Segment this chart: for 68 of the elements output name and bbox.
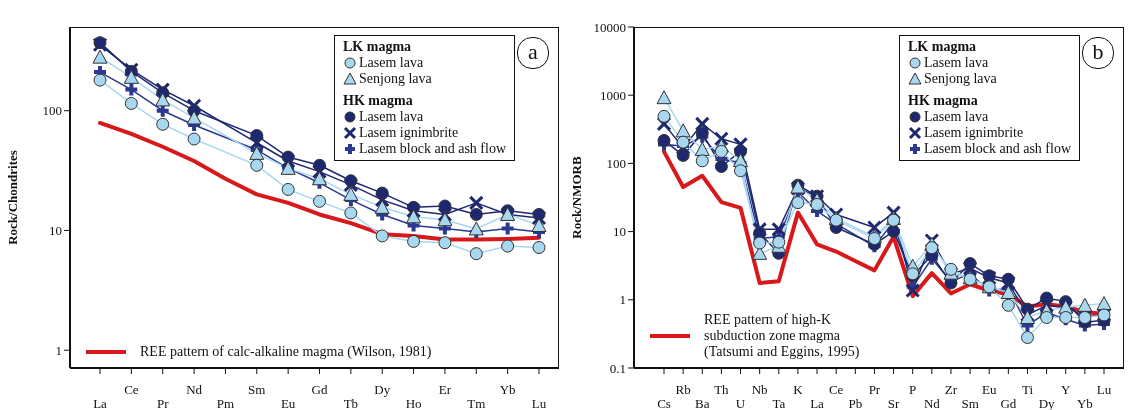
- x-tick-label: Ti: [1021, 381, 1034, 397]
- x-tick-label: Zr: [944, 381, 958, 397]
- x-tick-label: Tm: [467, 395, 486, 410]
- x-tick-label: La: [93, 395, 108, 410]
- x-tick-label: Y: [1061, 381, 1072, 397]
- annotation: HK magma: [908, 93, 979, 109]
- x-tick-label: Gd: [1000, 395, 1017, 410]
- x-tick-label: Ce: [124, 381, 139, 397]
- x-tick-label: Nd: [923, 395, 941, 410]
- legend-label: Lasem ignimbrite: [924, 125, 1024, 141]
- y-tick-label: 100: [42, 103, 62, 119]
- y-tick-label: 1: [619, 292, 626, 308]
- x-tick-label: Nb: [751, 381, 768, 397]
- y-tick-label: 10: [613, 224, 626, 240]
- x-tick-label: P: [909, 381, 917, 397]
- x-tick-label: U: [735, 395, 746, 410]
- annotation: a: [517, 37, 549, 69]
- y-tick-label: 10000: [593, 19, 626, 35]
- x-tick-label: Sm: [248, 381, 266, 397]
- x-tick-label: Rb: [675, 381, 691, 397]
- x-tick-label: Dy: [1038, 395, 1056, 410]
- annotation: REE pattern of calc-alkaline magma (Wilson, 1981): [140, 344, 432, 360]
- x-tick-label: K: [793, 381, 804, 397]
- x-tick-label: Pm: [216, 395, 235, 410]
- legend-label: Lasem ignimbrite: [359, 125, 459, 141]
- x-tick-label: Pr: [868, 381, 881, 397]
- legend-title: LK magma: [343, 39, 413, 55]
- y-tick-label: 1: [55, 342, 62, 358]
- x-tick-label: Ho: [405, 395, 422, 410]
- y-tick-label: 1000: [600, 87, 626, 103]
- x-tick-label: Gd: [311, 381, 328, 397]
- x-tick-label: Dy: [374, 381, 391, 397]
- legend-label: Lasem lava: [924, 55, 989, 71]
- x-tick-label: Lu: [531, 395, 547, 410]
- x-tick-label: Cs: [657, 395, 671, 410]
- x-tick-label: Ce: [828, 381, 844, 397]
- y-tick-label: 100: [606, 156, 626, 172]
- legend-label: Lasem lava: [359, 109, 424, 125]
- x-tick-label: Er: [438, 381, 452, 397]
- legend-label: Senjong lava: [924, 71, 997, 87]
- legend-label: Lasem lava: [924, 109, 989, 125]
- annotation: REE pattern of high-K subduction zone magma (Tatsumi and Eggins, 1995): [704, 312, 860, 360]
- x-tick-label: Pr: [156, 395, 170, 410]
- annotation: HK magma: [343, 93, 414, 109]
- x-tick-label: Eu: [280, 395, 296, 410]
- x-tick-label: Nd: [186, 381, 203, 397]
- x-tick-label: La: [810, 395, 825, 410]
- y-axis-title: Rock/NMORB: [568, 156, 584, 239]
- y-axis-title: Rock/Chondrites: [4, 150, 20, 245]
- x-tick-label: Th: [714, 381, 730, 397]
- annotation: b: [1082, 37, 1114, 69]
- legend-label: Lasem lava: [359, 55, 424, 71]
- x-tick-label: Ba: [695, 395, 710, 410]
- x-tick-label: Pb: [848, 395, 863, 410]
- legend-title: LK magma: [908, 39, 978, 55]
- y-tick-label: 10: [49, 223, 62, 239]
- legend-label: Lasem block and ash flow: [924, 141, 1071, 157]
- x-tick-label: Sr: [887, 395, 901, 410]
- x-tick-label: Ta: [772, 395, 786, 410]
- x-tick-label: Tb: [343, 395, 359, 410]
- x-tick-label: Sm: [961, 395, 979, 410]
- legend-label: Lasem block and ash flow: [359, 141, 506, 157]
- x-tick-label: Yb: [499, 381, 516, 397]
- x-tick-label: Yb: [1076, 395, 1093, 410]
- legend-label: Senjong lava: [359, 71, 432, 87]
- x-tick-label: Lu: [1096, 381, 1112, 397]
- x-tick-label: Eu: [981, 381, 997, 397]
- y-tick-label: 0.1: [609, 360, 626, 376]
